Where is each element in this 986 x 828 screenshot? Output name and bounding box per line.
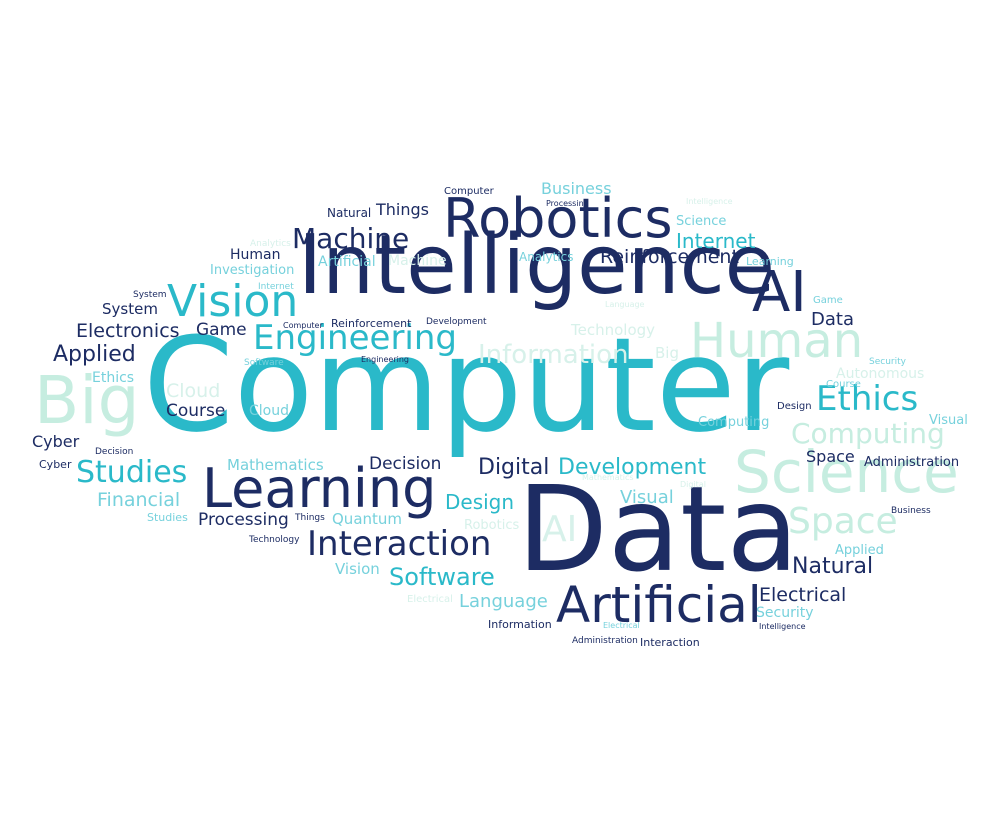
word-robotics: Robotics xyxy=(464,518,520,533)
word-administration: Administration xyxy=(572,636,638,646)
word-applied: Applied xyxy=(835,543,884,558)
word-robotics: Robotics xyxy=(443,187,673,250)
word-space: Space xyxy=(806,447,855,466)
word-human: Human xyxy=(690,313,864,369)
word-technology: Technology xyxy=(249,535,300,545)
word-cyber: Cyber xyxy=(32,432,80,451)
word-game: Game xyxy=(196,320,247,340)
word-mathematics: Mathematics xyxy=(227,456,324,474)
word-software: Software xyxy=(244,358,284,368)
word-computer: Computer xyxy=(283,321,323,330)
word-human: Human xyxy=(230,247,281,263)
word-game: Game xyxy=(813,295,843,306)
word-artificial: Artificial xyxy=(556,576,762,634)
word-design: Design xyxy=(445,490,515,514)
word-things: Things xyxy=(376,200,429,219)
word-processing: Processing xyxy=(198,510,289,530)
word-machine: Machine xyxy=(292,222,410,255)
word-interaction: Interaction xyxy=(307,524,492,564)
word-development: Development xyxy=(426,317,487,327)
word-electrical: Electrical xyxy=(603,621,640,630)
word-autonomous: Autonomous xyxy=(836,366,925,382)
word-data: Data xyxy=(811,309,854,330)
word-internet: Internet xyxy=(676,229,756,253)
word-internet: Internet xyxy=(258,282,294,292)
word-things: Things xyxy=(295,513,325,523)
word-digital: Digital xyxy=(478,455,550,480)
word-security: Security xyxy=(756,605,814,621)
word-computing: Computing xyxy=(791,417,945,450)
word-cloud: Cloud xyxy=(166,380,221,402)
word-reinforcement: Reinforcement xyxy=(600,246,739,268)
word-decision: Decision xyxy=(95,447,134,457)
word-software: Software xyxy=(389,563,495,591)
word-electrical: Electrical xyxy=(759,584,847,606)
word-studies: Studies xyxy=(76,455,188,490)
word-cyber: Cyber xyxy=(39,458,72,471)
word-learning: Learning xyxy=(202,457,437,520)
word-intelligence: Intelligence xyxy=(759,622,806,631)
word-system: System xyxy=(102,300,158,318)
word-computer: Computer xyxy=(143,309,790,461)
word-design: Design xyxy=(777,401,812,412)
word-vision: Vision xyxy=(335,560,380,578)
word-course: Course xyxy=(166,401,226,421)
word-interaction: Interaction xyxy=(640,636,700,649)
word-computing: Computing xyxy=(698,415,770,430)
word-business: Business xyxy=(891,506,931,516)
word-intelligence: Intelligence xyxy=(686,197,733,206)
word-decision: Decision xyxy=(369,454,442,474)
word-intelligence: Intelligence xyxy=(298,218,776,313)
word-studies: Studies xyxy=(147,511,188,524)
word-mathematics: Mathematics xyxy=(582,473,634,482)
word-language: Language xyxy=(605,300,645,309)
word-engineering: Engineering xyxy=(361,355,409,364)
word-big: Big xyxy=(655,344,679,362)
word-ai: AI xyxy=(752,260,807,325)
word-course: Course xyxy=(826,379,861,390)
word-information: Information xyxy=(488,618,552,631)
word-visual: Visual xyxy=(929,413,968,428)
word-security: Security xyxy=(869,357,906,367)
word-digital: Digital xyxy=(680,480,706,489)
word-administration: Administration xyxy=(864,455,960,470)
word-vision: Vision xyxy=(167,276,299,327)
word-engineering: Engineering xyxy=(253,318,457,358)
word-science: Science xyxy=(734,438,959,506)
word-cloud: Cloud xyxy=(249,403,289,419)
word-electronics: Electronics xyxy=(76,320,180,342)
word-analytics: Analytics xyxy=(250,239,291,249)
word-reinforcement: Reinforcement xyxy=(331,317,412,330)
word-natural: Natural xyxy=(792,554,874,579)
word-visual: Visual xyxy=(620,487,674,508)
word-financial: Financial xyxy=(97,489,181,511)
word-investigation: Investigation xyxy=(210,263,295,278)
word-electrical: Electrical xyxy=(407,594,453,605)
word-technology: Technology xyxy=(571,321,656,339)
word-language: Language xyxy=(459,591,548,612)
word-artificial: Artificial xyxy=(318,254,376,270)
word-ai: AI xyxy=(542,509,578,550)
word-analytics: Analytics xyxy=(519,250,574,264)
word-ethics: Ethics xyxy=(816,379,919,419)
word-quantum: Quantum xyxy=(332,510,403,528)
word-natural: Natural xyxy=(327,206,372,220)
word-development: Development xyxy=(558,455,707,480)
word-machine: Machine xyxy=(388,253,447,269)
word-information: Information xyxy=(478,340,629,370)
word-system: System xyxy=(133,290,167,300)
word-learning: Learning xyxy=(746,255,794,268)
word-science: Science xyxy=(676,214,727,229)
word-ethics: Ethics xyxy=(92,370,135,386)
word-business: Business xyxy=(541,179,612,198)
word-applied: Applied xyxy=(53,342,136,367)
word-space: Space xyxy=(788,501,898,542)
word-computer: Computer xyxy=(444,186,494,197)
word-processing: Processing xyxy=(546,199,589,208)
word-big: Big xyxy=(34,362,140,439)
word-data: Data xyxy=(517,460,799,598)
